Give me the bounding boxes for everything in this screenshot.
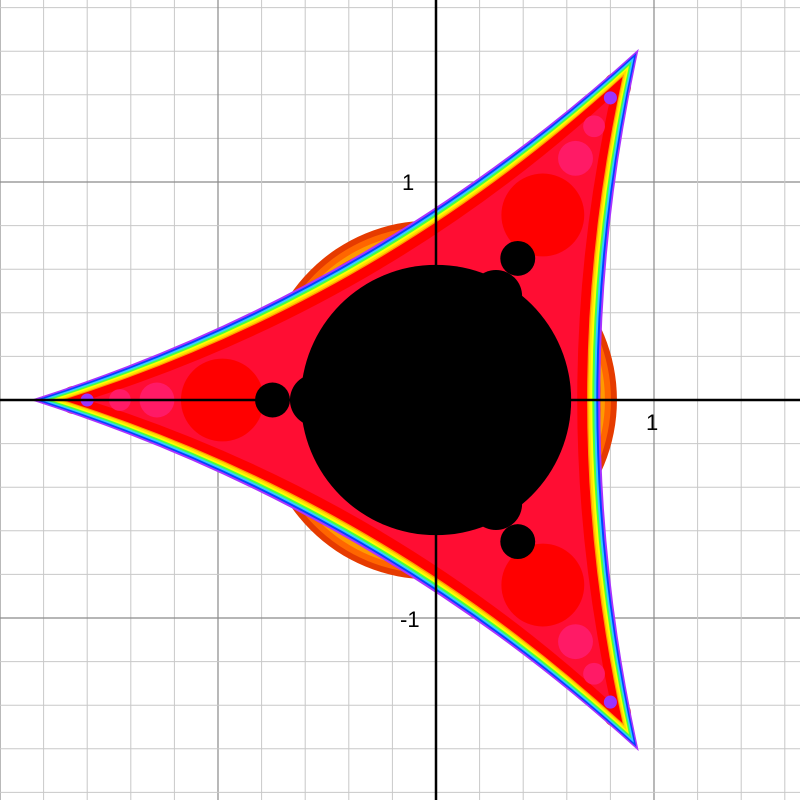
- y-tick-label-neg1: -1: [400, 607, 420, 632]
- bulb-dark: [500, 240, 536, 276]
- tick-labels: 1 1 -1: [400, 170, 658, 632]
- x-tick-label-1: 1: [646, 410, 658, 435]
- bulb: [603, 695, 617, 709]
- bulb: [603, 91, 617, 105]
- interior-bump: [469, 477, 523, 530]
- bulb: [501, 173, 585, 257]
- bulb: [558, 140, 593, 176]
- bulb: [558, 624, 593, 660]
- y-tick-label-1: 1: [402, 170, 414, 195]
- bulb-dark: [500, 524, 536, 560]
- bulb: [583, 115, 605, 138]
- bulb: [583, 662, 605, 685]
- arm-bulbs: [80, 91, 617, 709]
- bulb: [501, 543, 585, 627]
- interior-bump: [469, 270, 523, 323]
